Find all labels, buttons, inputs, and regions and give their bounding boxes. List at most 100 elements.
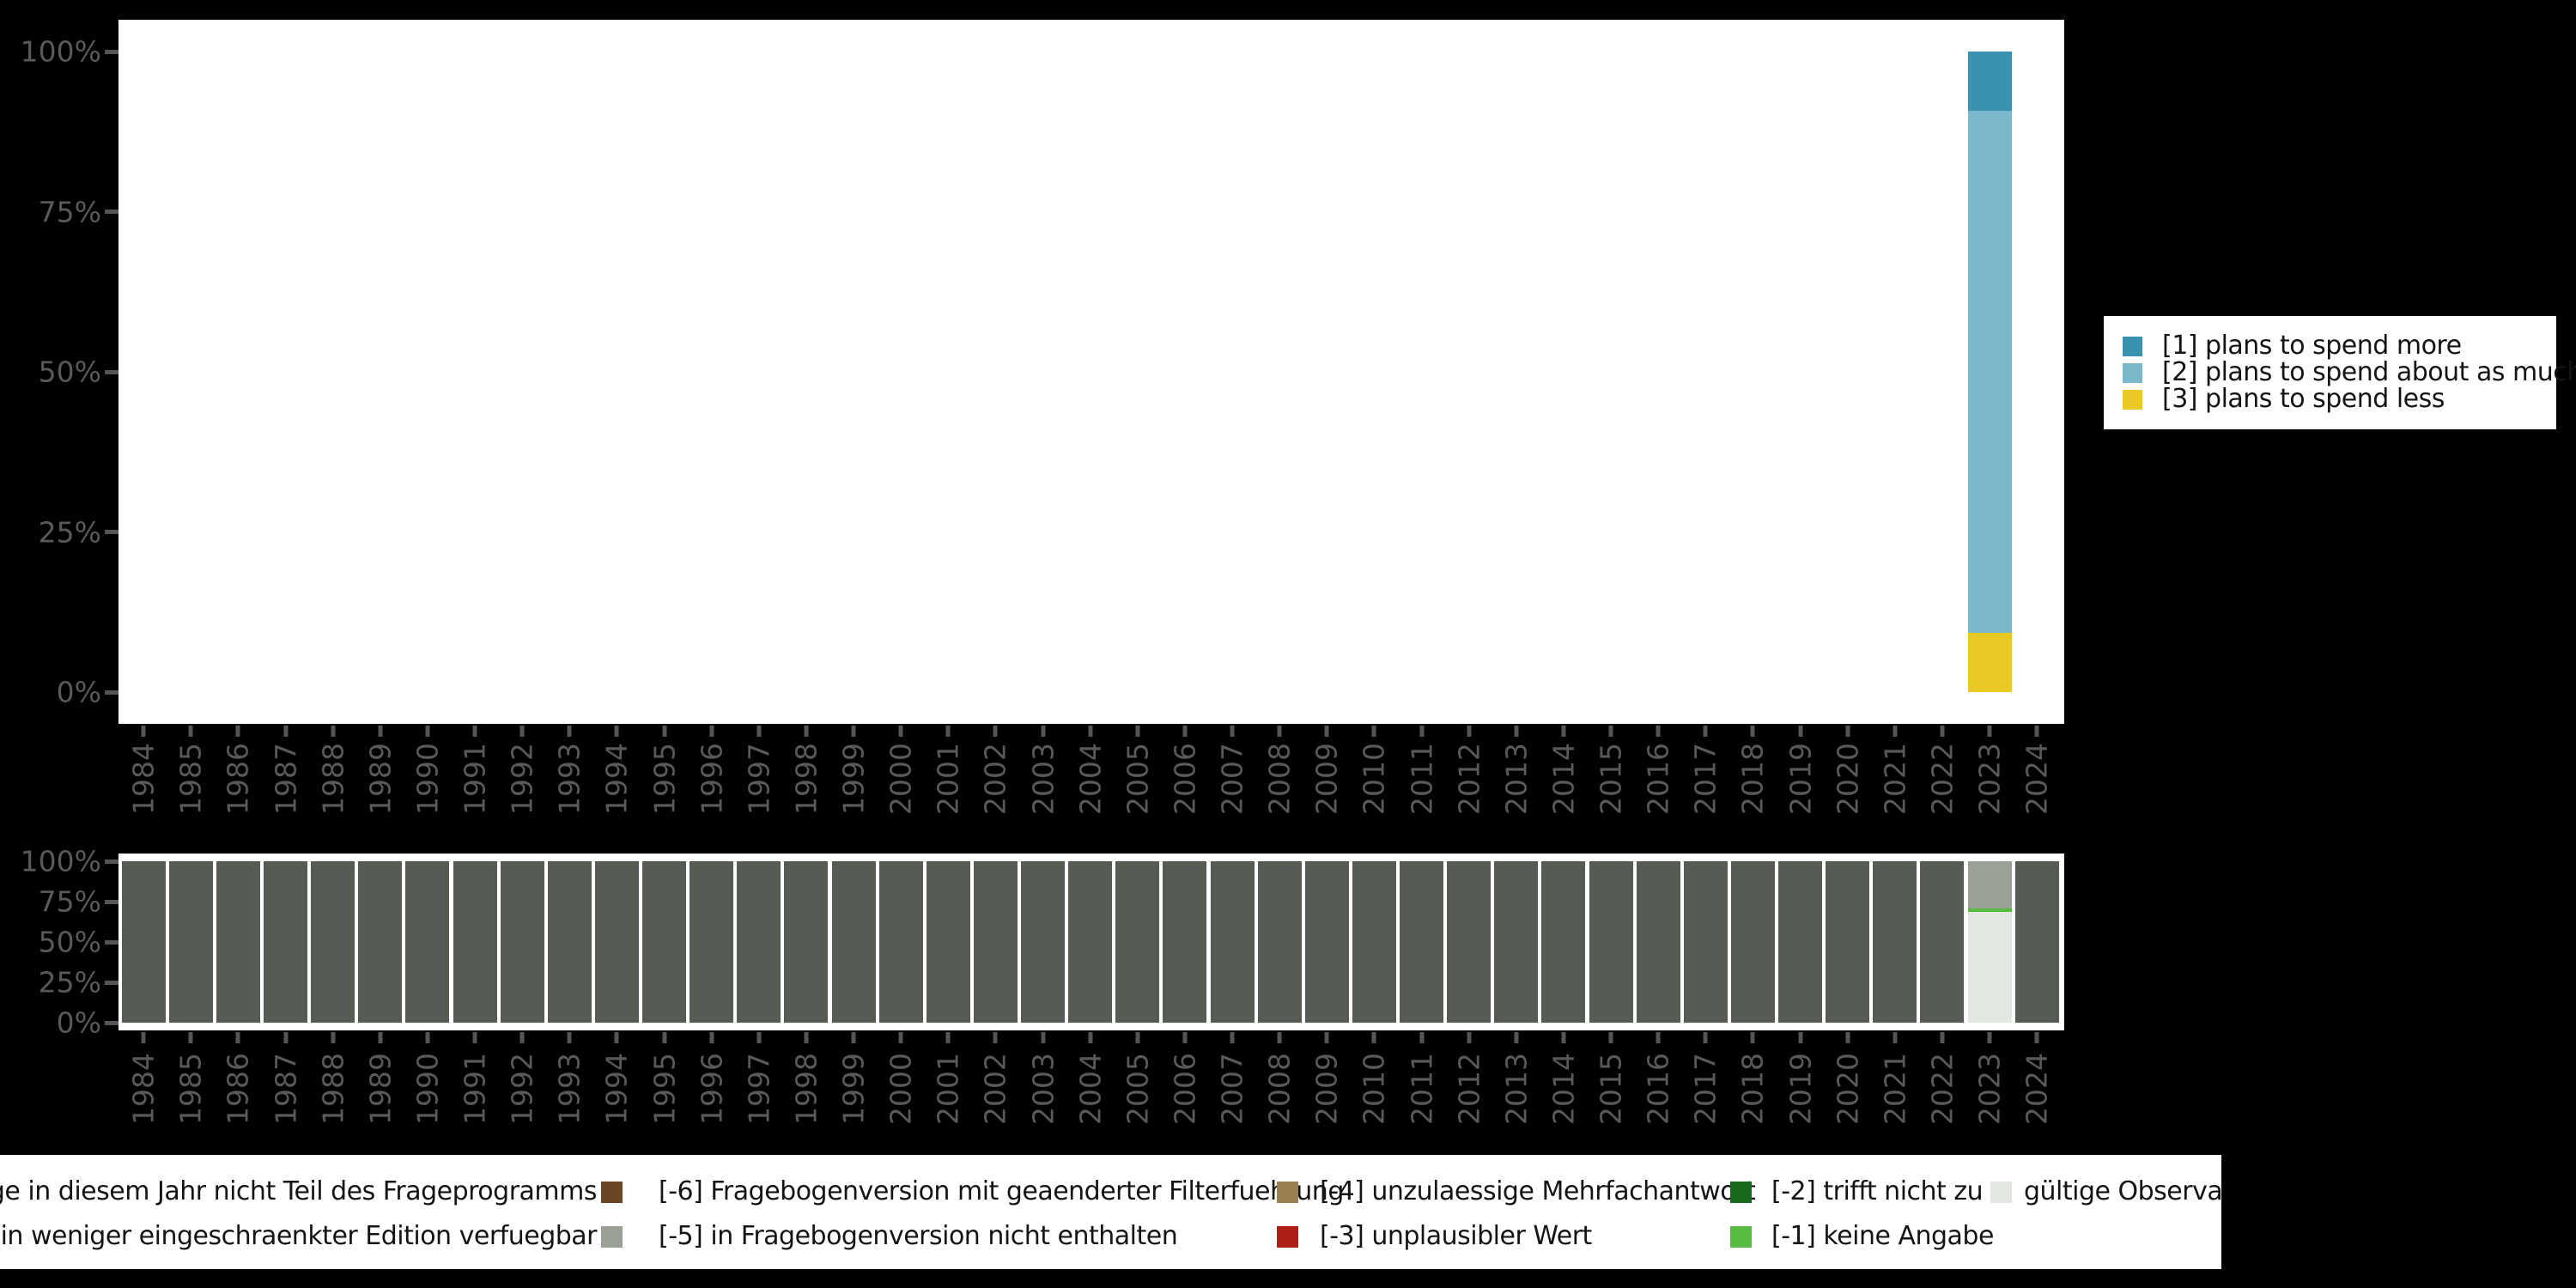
x-tick-top-2012 — [1467, 726, 1472, 737]
x-tick-bottom-1988 — [331, 1032, 336, 1043]
top-bar-2023-segment-3 — [1967, 633, 2012, 692]
x-tick-bottom-2020 — [1845, 1032, 1850, 1043]
bottom-bar-2007-segment-1 — [1210, 861, 1255, 1023]
bottom-bar-1988-segment-1 — [311, 861, 355, 1023]
x-tick-bottom-2014 — [1561, 1032, 1566, 1043]
x-tick-top-1992 — [519, 726, 525, 737]
x-tick-bottom-1998 — [804, 1032, 809, 1043]
code-label-r1-c2: [-6] Fragebogenversion mit geaenderter F… — [659, 1176, 1344, 1206]
bottom-bar-1990-segment-1 — [405, 861, 450, 1023]
x-tick-top-1996 — [709, 726, 714, 737]
x-tick-bottom-2004 — [1088, 1032, 1093, 1043]
code-label-r1-c5: gültige Observationen — [2024, 1176, 2221, 1206]
missing-codes-legend-strip: Frage in diesem Jahr nicht Teil des Frag… — [0, 1155, 2221, 1269]
bottom-bar-2023-segment-2 — [1967, 908, 2012, 913]
x-tick-bottom-1994 — [614, 1032, 619, 1043]
x-label-bottom-1985: 1985 — [173, 1053, 208, 1125]
bottom-bar-2019-segment-1 — [1778, 861, 1823, 1023]
bottom-bar-2024-segment-1 — [2014, 861, 2059, 1023]
y-label-bottom-75%: 75% — [38, 884, 101, 919]
bottom-bar-2011-segment-1 — [1400, 861, 1444, 1023]
x-label-bottom-2003: 2003 — [1026, 1053, 1060, 1125]
x-label-top-1990: 1990 — [410, 743, 445, 815]
bottom-bar-1984-segment-1 — [121, 861, 166, 1023]
x-label-top-1991: 1991 — [458, 743, 492, 815]
x-label-bottom-1994: 1994 — [599, 1053, 634, 1125]
x-label-bottom-2019: 2019 — [1783, 1053, 1818, 1125]
y-tick-top-0% — [105, 690, 118, 695]
bottom-bar-2005-segment-1 — [1115, 861, 1160, 1023]
x-tick-bottom-2012 — [1467, 1032, 1472, 1043]
x-tick-bottom-1987 — [283, 1032, 289, 1043]
x-tick-top-2009 — [1324, 726, 1329, 737]
y-tick-bottom-50% — [105, 939, 118, 945]
x-tick-top-2000 — [898, 726, 903, 737]
bottom-bar-1997-segment-1 — [737, 861, 781, 1023]
bottom-bar-2022-segment-1 — [1920, 861, 1965, 1023]
x-tick-bottom-1989 — [378, 1032, 383, 1043]
x-tick-bottom-2009 — [1324, 1032, 1329, 1043]
x-tick-bottom-2006 — [1182, 1032, 1188, 1043]
x-label-top-2000: 2000 — [884, 743, 918, 815]
x-label-top-2014: 2014 — [1546, 743, 1581, 815]
x-tick-top-2006 — [1182, 726, 1188, 737]
x-label-top-2003: 2003 — [1026, 743, 1060, 815]
legend-label-3: [3] plans to spend less — [2162, 384, 2445, 414]
bottom-bar-2008-segment-1 — [1257, 861, 1302, 1023]
x-label-top-2024: 2024 — [2020, 743, 2054, 815]
x-label-bottom-1996: 1996 — [695, 1053, 729, 1125]
bottom-bar-2001-segment-1 — [926, 861, 970, 1023]
x-tick-top-2014 — [1561, 726, 1566, 737]
bottom-bar-1991-segment-1 — [453, 861, 497, 1023]
x-label-bottom-2022: 2022 — [1925, 1053, 1959, 1125]
code-swatch-r1-c3 — [1277, 1181, 1298, 1203]
x-tick-bottom-2002 — [993, 1032, 998, 1043]
legend-swatch-2 — [2123, 363, 2142, 383]
y-label-bottom-50%: 50% — [38, 925, 101, 959]
x-label-bottom-2010: 2010 — [1357, 1053, 1391, 1125]
bottom-bar-2003-segment-1 — [1021, 861, 1066, 1023]
x-label-top-2013: 2013 — [1499, 743, 1534, 815]
x-tick-top-2005 — [1135, 726, 1140, 737]
x-label-top-2016: 2016 — [1641, 743, 1675, 815]
x-label-bottom-2020: 2020 — [1831, 1053, 1865, 1125]
bottom-bar-2018-segment-1 — [1730, 861, 1775, 1023]
x-label-top-2001: 2001 — [931, 743, 965, 815]
x-label-bottom-2013: 2013 — [1499, 1053, 1534, 1125]
y-tick-top-75% — [105, 210, 118, 214]
x-tick-bottom-2015 — [1608, 1032, 1613, 1043]
x-label-bottom-2006: 2006 — [1168, 1053, 1202, 1125]
code-swatch-r1-c2 — [601, 1181, 623, 1203]
x-label-bottom-2012: 2012 — [1452, 1053, 1486, 1125]
x-tick-top-1991 — [472, 726, 477, 737]
x-label-bottom-2001: 2001 — [931, 1053, 965, 1125]
x-label-bottom-1987: 1987 — [269, 1053, 303, 1125]
x-tick-bottom-2003 — [1041, 1032, 1046, 1043]
x-tick-top-2002 — [993, 726, 998, 737]
x-label-bottom-1990: 1990 — [410, 1053, 445, 1125]
x-tick-top-2024 — [2034, 726, 2039, 737]
x-tick-bottom-2024 — [2034, 1032, 2039, 1043]
y-tick-top-50% — [105, 369, 118, 374]
code-swatch-r2-c3 — [1277, 1225, 1298, 1248]
x-tick-bottom-2010 — [1371, 1032, 1376, 1043]
x-tick-top-1990 — [425, 726, 430, 737]
x-label-top-2018: 2018 — [1735, 743, 1770, 815]
bottom-bar-2023-segment-3 — [1967, 912, 2012, 1023]
y-tick-bottom-25% — [105, 980, 118, 985]
code-swatch-r1-c5 — [1990, 1181, 2012, 1203]
x-label-bottom-2024: 2024 — [2020, 1053, 2054, 1125]
x-tick-bottom-1985 — [188, 1032, 193, 1043]
x-tick-top-2019 — [1798, 726, 1803, 737]
x-label-bottom-2021: 2021 — [1878, 1053, 1912, 1125]
x-tick-top-2003 — [1041, 726, 1046, 737]
top-chart-legend-box: [1] plans to spend more [2] plans to spen… — [2104, 316, 2576, 429]
bottom-bar-1989-segment-1 — [358, 861, 403, 1023]
bottom-bar-2002-segment-1 — [973, 861, 1018, 1023]
x-tick-bottom-1993 — [567, 1032, 572, 1043]
x-tick-top-1994 — [614, 726, 619, 737]
x-label-top-1985: 1985 — [173, 743, 208, 815]
top-chart-panel — [118, 20, 2064, 724]
x-label-bottom-2023: 2023 — [1972, 1053, 2007, 1125]
